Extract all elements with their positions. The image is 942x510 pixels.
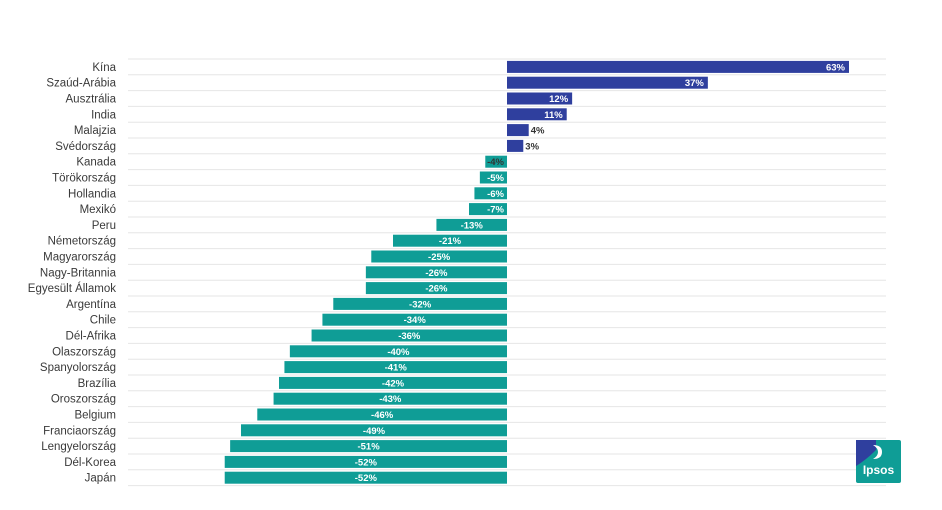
bar — [365, 282, 507, 295]
data-label: 3% — [525, 141, 539, 152]
data-label: 37% — [685, 78, 705, 89]
category-label: Chile — [90, 315, 116, 327]
category-label: India — [91, 109, 117, 121]
bar — [507, 76, 708, 89]
data-label: -5% — [487, 173, 504, 184]
category-label: Oroszország — [51, 394, 116, 406]
category-label: Brazília — [78, 378, 117, 390]
category-label: Mexikó — [80, 204, 116, 216]
category-label: Dél-Afrika — [66, 331, 117, 343]
category-label: Nagy-Britannia — [40, 267, 117, 279]
category-label: Kína — [92, 62, 116, 74]
category-label: Peru — [92, 220, 116, 232]
category-label: Olaszország — [52, 346, 116, 358]
grid-layer — [128, 58, 886, 487]
data-label: -52% — [355, 457, 378, 468]
bar — [284, 361, 507, 374]
data-label: -6% — [487, 189, 504, 200]
bar — [279, 376, 507, 389]
data-label: -13% — [461, 220, 484, 231]
category-label: Lengyelország — [41, 441, 116, 453]
category-label: Franciaország — [43, 425, 116, 437]
data-label: -32% — [409, 299, 432, 310]
bar — [333, 297, 507, 310]
data-label: -43% — [379, 394, 402, 405]
bar — [393, 234, 507, 247]
bar — [230, 440, 507, 453]
category-label: Belgium — [74, 410, 116, 422]
category-label: Egyesült Államok — [28, 282, 116, 295]
bar — [436, 218, 507, 231]
bar — [474, 187, 507, 200]
bar — [224, 455, 507, 468]
category-label: Svédország — [55, 141, 116, 153]
data-label: -52% — [355, 473, 378, 484]
bar — [507, 92, 573, 105]
bar — [311, 329, 507, 342]
data-label: -25% — [428, 252, 451, 263]
category-label: Németország — [48, 236, 116, 248]
bar — [507, 108, 567, 121]
category-label: Törökország — [52, 173, 116, 185]
label-layer: Kína 63% Szaúd-Arábia 37% Ausztrália 12% India… — [28, 62, 846, 485]
data-label: 4% — [531, 126, 545, 137]
category-label: Dél-Korea — [64, 457, 116, 469]
bar — [289, 345, 507, 358]
category-label: Ausztrália — [66, 94, 117, 106]
data-label: 11% — [544, 110, 563, 121]
data-label: -4% — [487, 157, 504, 168]
data-label: 63% — [826, 62, 846, 73]
logo-text: Ipsos — [863, 463, 895, 477]
data-label: -40% — [387, 347, 410, 358]
bar — [257, 408, 507, 421]
category-label: Magyarország — [43, 252, 116, 264]
bar — [273, 392, 507, 405]
bar — [469, 203, 507, 216]
logo-accent — [856, 440, 876, 466]
category-label: Malajzia — [74, 125, 117, 137]
data-label: -49% — [363, 426, 386, 437]
data-label: -51% — [357, 442, 380, 453]
bar — [479, 171, 507, 184]
bar — [507, 60, 849, 73]
ipsos-logo: Ipsos — [856, 440, 901, 483]
bar — [241, 424, 507, 437]
category-label: Argentína — [66, 299, 116, 311]
logo-swirl — [873, 445, 882, 459]
data-label: -26% — [425, 284, 448, 295]
bar — [365, 266, 507, 279]
data-label: -26% — [425, 268, 448, 279]
bar-layer — [224, 60, 849, 484]
bar — [507, 124, 529, 137]
bar — [507, 139, 524, 152]
bar — [371, 250, 507, 263]
data-label: -7% — [487, 205, 504, 216]
data-label: -46% — [371, 410, 394, 421]
category-label: Kanada — [76, 157, 116, 169]
category-label: Japán — [85, 473, 116, 485]
data-label: -42% — [382, 378, 405, 389]
data-label: -36% — [398, 331, 421, 342]
bar — [485, 155, 507, 168]
bar — [322, 313, 507, 326]
data-label: -21% — [439, 236, 462, 247]
category-label: Hollandia — [68, 188, 117, 200]
data-label: 12% — [549, 94, 569, 105]
data-label: -34% — [404, 315, 427, 326]
bar — [224, 471, 507, 484]
category-label: Szaúd-Arábia — [46, 78, 116, 90]
category-label: Spanyolország — [40, 362, 116, 374]
data-label: -41% — [385, 363, 408, 374]
